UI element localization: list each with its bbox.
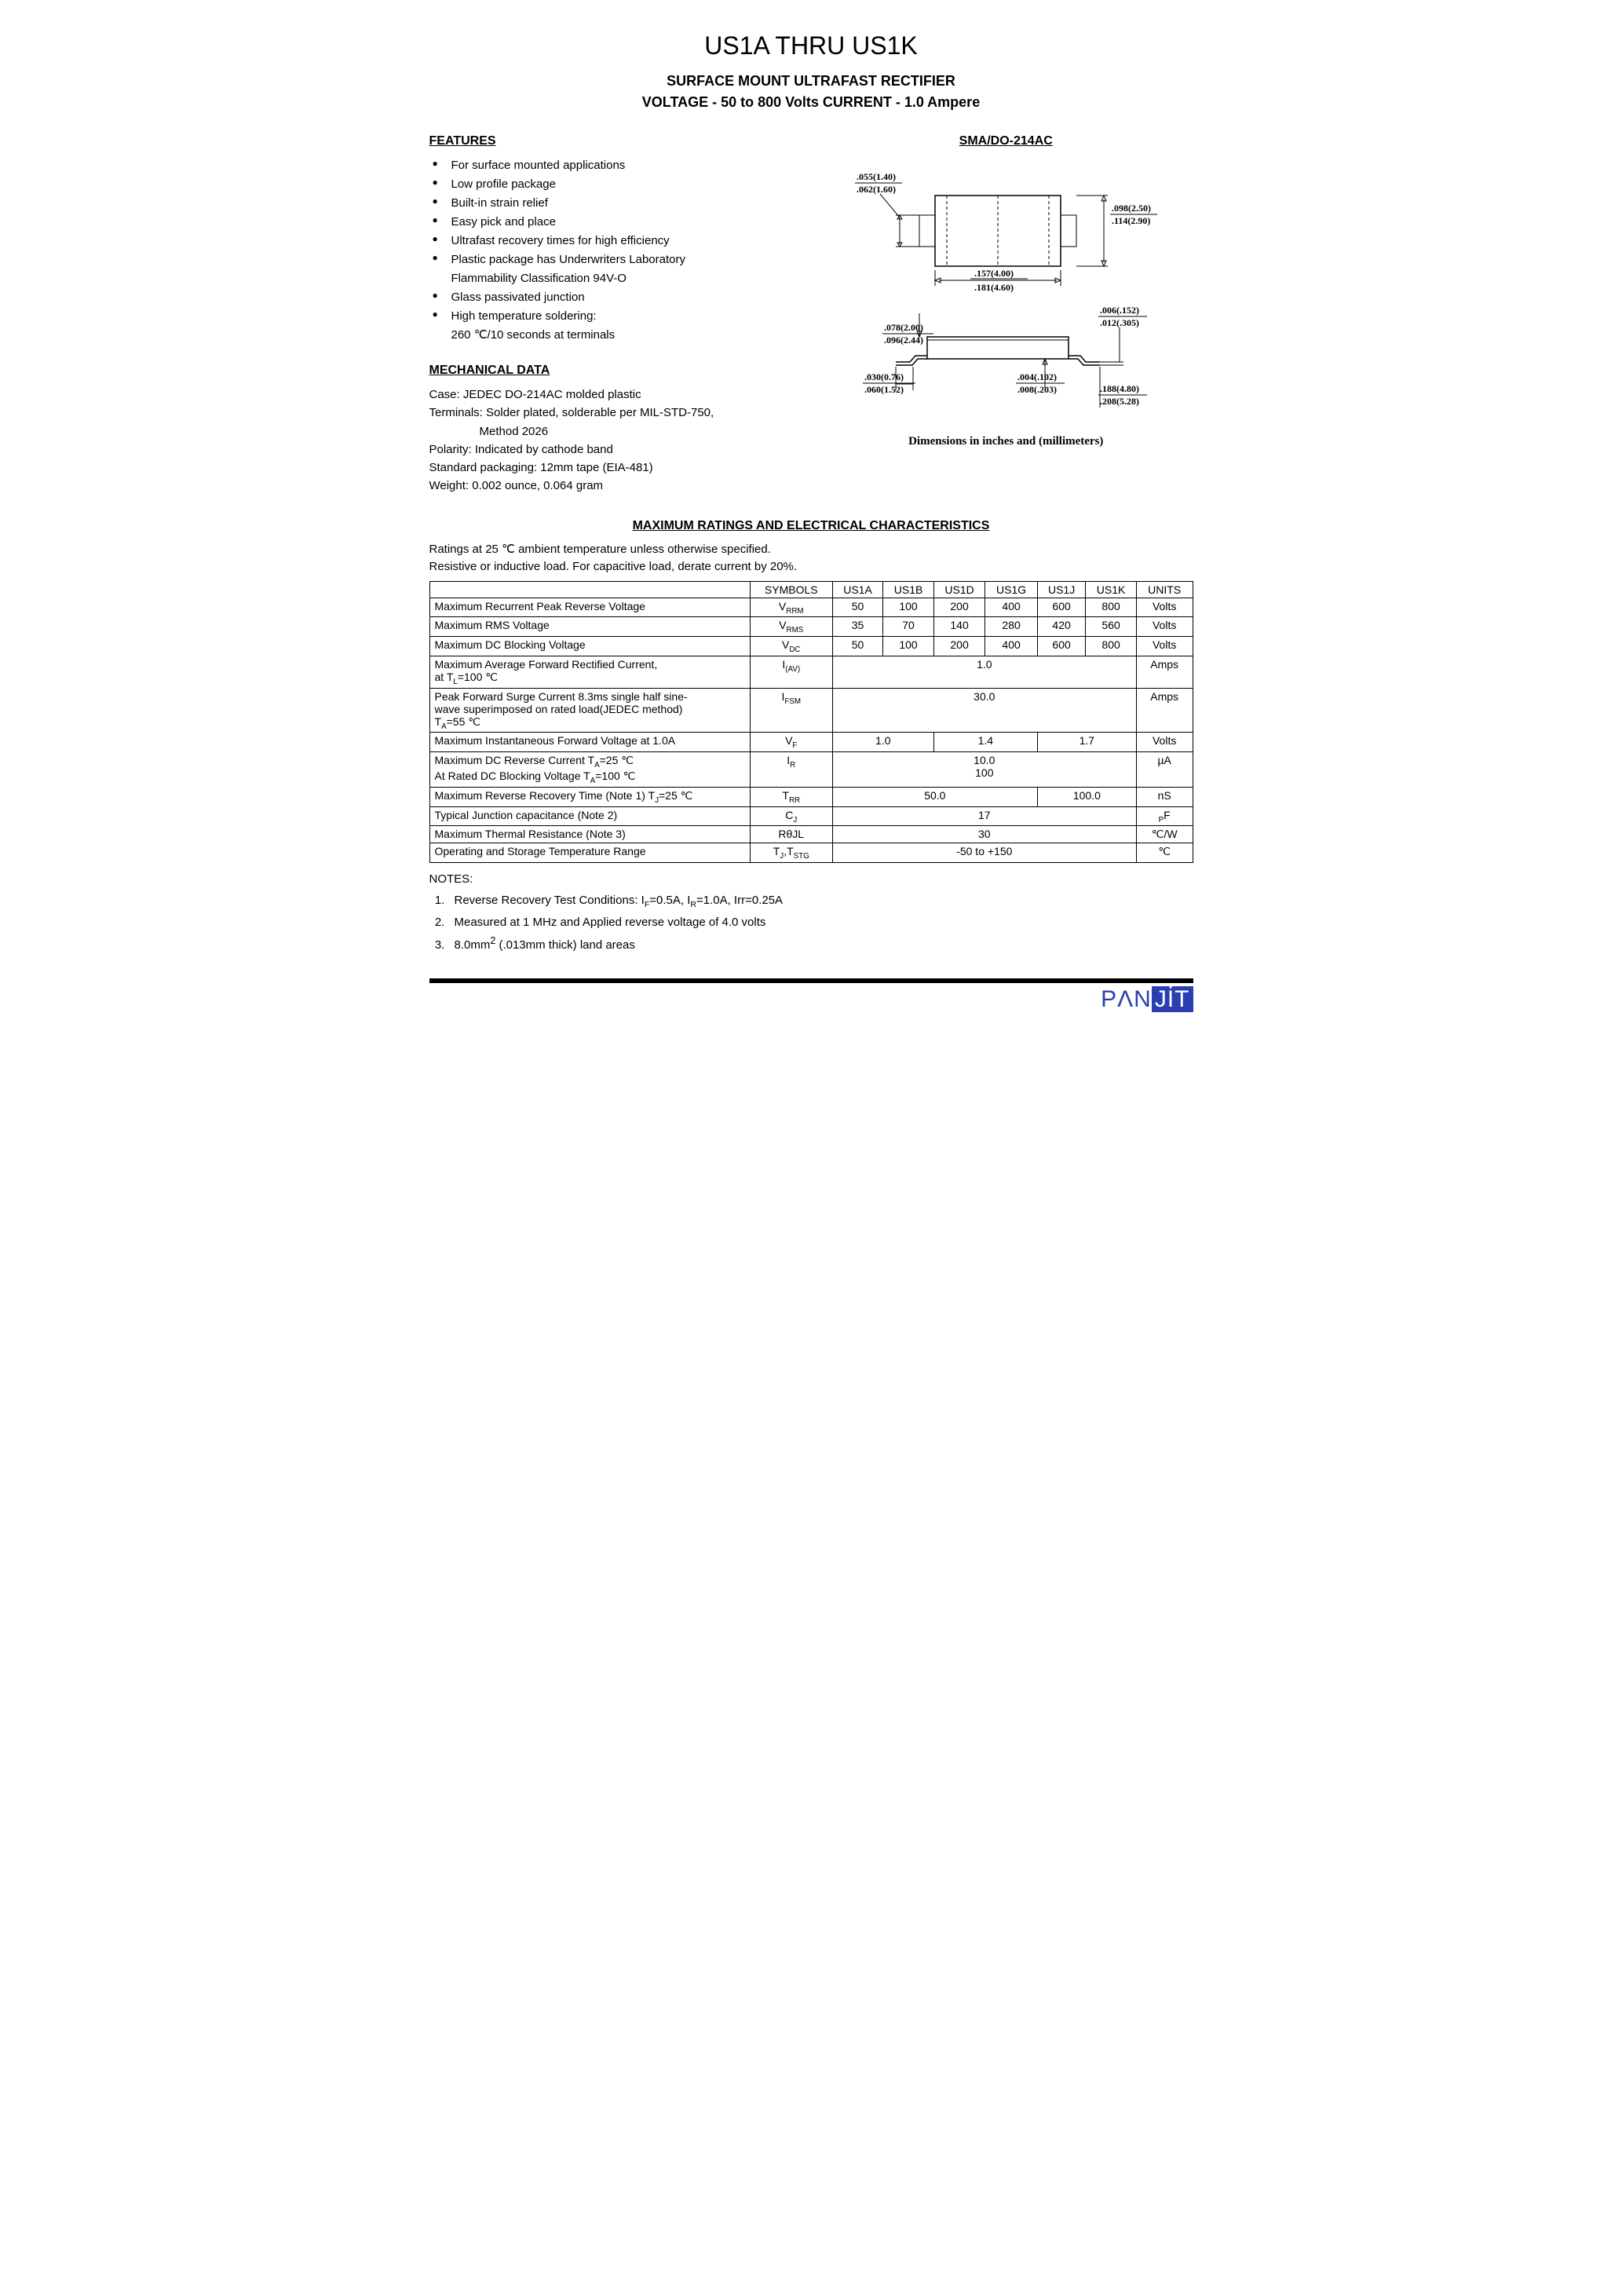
table-column-header: US1B [883,581,934,598]
ratings-header: MAXIMUM RATINGS AND ELECTRICAL CHARACTER… [429,519,1193,533]
svg-text:.060(1.52): .060(1.52) [864,384,904,395]
table-column-header: UNITS [1136,581,1193,598]
diagram-caption: Dimensions in inches and (millimeters) [819,435,1193,448]
subtitle-2: VOLTAGE - 50 to 800 Volts CURRENT - 1.0 … [429,94,1193,111]
feature-item: Ultrafast recovery times for high effici… [429,232,804,250]
table-column-header: US1J [1037,581,1085,598]
table-column-header: US1K [1086,581,1137,598]
table-column-header: US1G [985,581,1038,598]
feature-item: Easy pick and place [429,213,804,232]
page-title: US1A THRU US1K [429,31,1193,60]
table-row: Typical Junction capacitance (Note 2)CJ1… [429,806,1193,826]
feature-item: Built-in strain relief [429,194,804,213]
ratings-intro: Ratings at 25 ℃ ambient temperature unle… [429,541,1193,576]
table-row: Maximum Reverse Recovery Time (Note 1) T… [429,787,1193,806]
table-row: Maximum Recurrent Peak Reverse VoltageVR… [429,598,1193,617]
feature-item: 260 ℃/10 seconds at terminals [429,326,804,345]
svg-text:.096(2.44): .096(2.44) [884,335,923,345]
mechanical-header: MECHANICAL DATA [429,364,804,378]
table-column-header: US1D [933,581,985,598]
notes-list: Reverse Recovery Test Conditions: IF=0.5… [429,890,1193,955]
table-row: Peak Forward Surge Current 8.3ms single … [429,688,1193,733]
svg-text:.062(1.60): .062(1.60) [857,184,896,195]
svg-text:.114(2.90): .114(2.90) [1112,215,1150,226]
mechanical-data: Case: JEDEC DO-214AC molded plasticTermi… [429,386,804,495]
table-row: Maximum Instantaneous Forward Voltage at… [429,733,1193,752]
table-row: Maximum Thermal Resistance (Note 3)RθJL3… [429,826,1193,843]
notes-header: NOTES: [429,872,1193,886]
svg-text:.030(0.76): .030(0.76) [864,371,904,382]
feature-item: Plastic package has Underwriters Laborat… [429,250,804,269]
package-header: SMA/DO-214AC [819,134,1193,148]
footer: PΛNJİT [429,978,1193,1013]
svg-text:.208(5.28): .208(5.28) [1100,396,1139,407]
feature-item: Flammability Classification 94V-O [429,269,804,288]
mechanical-line: Terminals: Solder plated, solderable per… [429,404,804,422]
feature-item: Glass passivated junction [429,288,804,307]
svg-text:.181(4.60): .181(4.60) [974,282,1014,293]
svg-text:.012(.305): .012(.305) [1100,317,1139,328]
package-diagram: .055(1.40) .062(1.60) .098(2.50) .114(2.… [819,156,1193,427]
svg-text:.157(4.00): .157(4.00) [974,268,1014,279]
feature-item: High temperature soldering: [429,307,804,326]
svg-text:.055(1.40): .055(1.40) [857,171,896,182]
feature-item: Low profile package [429,175,804,194]
note-item: Reverse Recovery Test Conditions: IF=0.5… [448,890,1193,912]
note-item: 8.0mm2 (.013mm thick) land areas [448,933,1193,956]
brand-logo: PΛNJİT [1101,986,1193,1013]
table-row: Operating and Storage Temperature RangeT… [429,843,1193,863]
svg-text:.004(.102): .004(.102) [1017,371,1057,382]
note-item: Measured at 1 MHz and Applied reverse vo… [448,912,1193,933]
mechanical-line: Polarity: Indicated by cathode band [429,441,804,459]
svg-text:.098(2.50): .098(2.50) [1112,203,1151,214]
feature-item: For surface mounted applications [429,156,804,175]
svg-text:.006(.152): .006(.152) [1100,305,1139,316]
ratings-table: SYMBOLSUS1AUS1BUS1DUS1GUS1JUS1KUNITS Max… [429,581,1193,864]
svg-text:.188(4.80): .188(4.80) [1100,383,1139,394]
table-row: Maximum RMS VoltageVRMS3570140280420560V… [429,617,1193,637]
mechanical-line: Method 2026 [429,422,804,441]
table-column-header: US1A [832,581,883,598]
mechanical-line: Case: JEDEC DO-214AC molded plastic [429,386,804,404]
subtitle-1: SURFACE MOUNT ULTRAFAST RECTIFIER [429,73,1193,90]
table-row: Maximum DC Blocking VoltageVDC5010020040… [429,637,1193,656]
mechanical-line: Standard packaging: 12mm tape (EIA-481) [429,459,804,477]
table-row: Maximum Average Forward Rectified Curren… [429,656,1193,688]
table-column-header: SYMBOLS [750,581,832,598]
svg-text:.008(.203): .008(.203) [1017,384,1057,395]
mechanical-line: Weight: 0.002 ounce, 0.064 gram [429,477,804,495]
features-header: FEATURES [429,134,804,148]
table-row: Maximum DC Reverse Current TA=25 ℃At Rat… [429,752,1193,788]
features-list: For surface mounted applicationsLow prof… [429,156,804,345]
svg-text:.078(2.00): .078(2.00) [884,322,923,333]
